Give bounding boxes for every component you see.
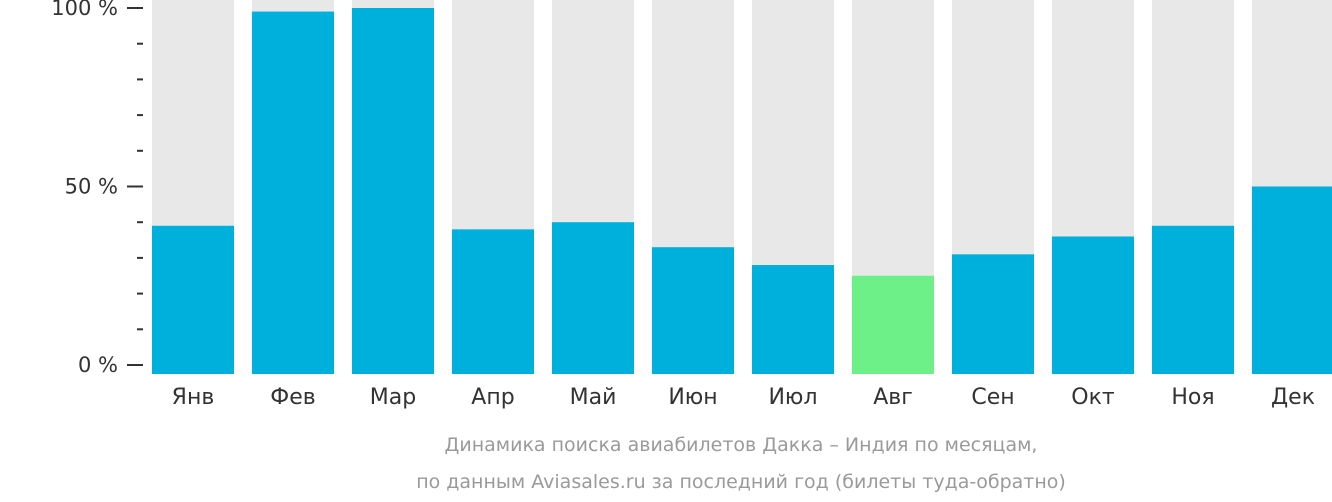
bar xyxy=(252,11,334,374)
bar xyxy=(952,254,1034,374)
bar xyxy=(152,225,234,374)
y-axis: 0 % 50 % 100 % xyxy=(51,0,143,377)
x-tick-label: Май xyxy=(570,385,617,410)
x-tick-label: Сен xyxy=(971,385,1014,410)
bar xyxy=(452,229,534,374)
bar xyxy=(352,8,434,374)
x-tick-label: Июл xyxy=(768,385,817,410)
x-tick-label: Авг xyxy=(873,385,913,410)
y-tick-label: 100 % xyxy=(51,0,118,20)
bar xyxy=(1152,225,1234,374)
bar xyxy=(552,222,634,374)
x-tick-label: Янв xyxy=(172,385,215,410)
bars xyxy=(152,8,1332,374)
x-axis-labels: Янв Фев Мар Апр Май Июн Июл Авг Сен Окт Ноя Дек xyxy=(172,385,1315,410)
x-tick-label: Ноя xyxy=(1171,385,1214,410)
x-tick-label: Июн xyxy=(668,385,717,410)
x-tick-label: Окт xyxy=(1071,385,1115,410)
bar xyxy=(852,275,934,374)
caption-line-2: по данным Aviasales.ru за последний год … xyxy=(416,471,1066,493)
bar xyxy=(1052,236,1134,374)
y-tick-label: 50 % xyxy=(65,175,118,199)
x-tick-label: Мар xyxy=(370,385,416,410)
x-tick-label: Апр xyxy=(471,385,514,410)
x-tick-label: Фев xyxy=(270,385,315,410)
bar xyxy=(652,247,734,374)
y-tick-label: 0 % xyxy=(78,353,118,377)
bar xyxy=(752,265,834,374)
x-tick-label: Дек xyxy=(1271,385,1315,410)
caption-line-1: Динамика поиска авиабилетов Дакка – Инди… xyxy=(445,434,1038,456)
bar xyxy=(1252,186,1332,374)
chart-caption: Динамика поиска авиабилетов Дакка – Инди… xyxy=(416,434,1066,493)
